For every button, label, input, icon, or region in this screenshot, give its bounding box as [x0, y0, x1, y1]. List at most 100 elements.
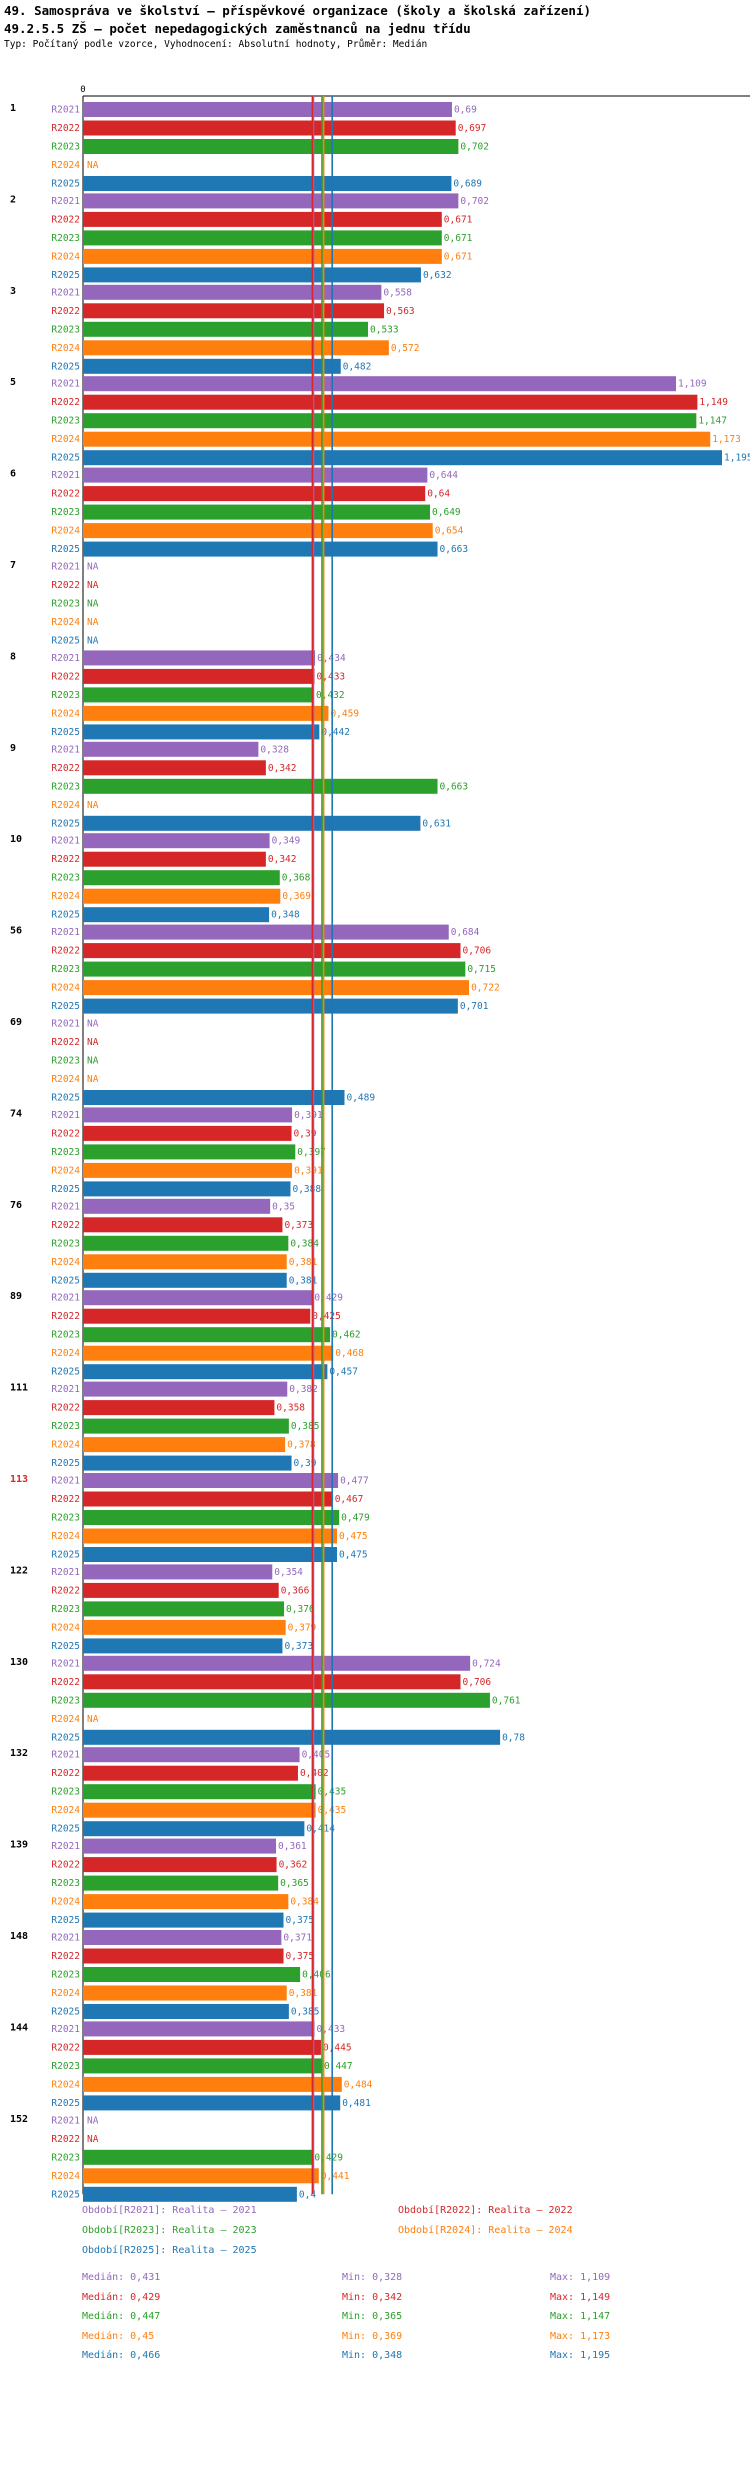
bar-56-R2025: [83, 998, 458, 1014]
bar-89-R2023: [83, 1327, 331, 1343]
bar-122-R2024: [83, 1619, 286, 1635]
bar-89-R2022: [83, 1308, 311, 1324]
bar-111-R2022: [83, 1400, 275, 1416]
bar-76-R2023: [83, 1235, 289, 1251]
value-label-152-R2024: 0,441: [321, 2171, 350, 2182]
category-label-8: 8: [10, 651, 16, 662]
bar-89-R2024: [83, 1345, 334, 1361]
bar-144-R2024: [83, 2076, 342, 2092]
series-label-139-R2025: R2025: [51, 1915, 80, 1926]
series-label-3-R2021: R2021: [51, 287, 80, 298]
series-label-69-R2023: R2023: [51, 1056, 80, 1067]
chart-title: 49. Samospráva ve školství – příspěvkové…: [4, 3, 591, 18]
bar-132-R2024: [83, 1802, 316, 1818]
bar-6-R2022: [83, 486, 426, 502]
bar-122-R2021: [83, 1564, 273, 1580]
value-label-122-R2022: 0,366: [281, 1585, 310, 1596]
series-label-148-R2025: R2025: [51, 2007, 80, 2018]
series-label-10-R2022: R2022: [51, 854, 80, 865]
series-label-56-R2024: R2024: [51, 983, 80, 994]
series-label-8-R2021: R2021: [51, 653, 80, 664]
bar-148-R2022: [83, 1948, 284, 1964]
legend-min-r2025: Min: 0,348: [342, 2350, 403, 2361]
value-label-56-R2025: 0,701: [460, 1001, 489, 1012]
bar-111-R2025: [83, 1455, 292, 1471]
category-label-144: 144: [10, 2022, 28, 2033]
value-label-3-R2021: 0,558: [383, 287, 412, 298]
series-label-148-R2021: R2021: [51, 1933, 80, 1944]
series-label-6-R2023: R2023: [51, 507, 80, 518]
series-label-2-R2024: R2024: [51, 251, 80, 262]
value-label-76-R2023: 0,384: [290, 1238, 319, 1249]
bar-113-R2024: [83, 1528, 337, 1544]
category-label-113: 113: [10, 1474, 28, 1485]
value-label-148-R2023: 0,406: [302, 1970, 331, 1981]
bar-2-R2024: [83, 248, 442, 264]
value-label-74-R2025: 0,388: [292, 1184, 321, 1195]
series-label-139-R2021: R2021: [51, 1841, 80, 1852]
series-label-5-R2022: R2022: [51, 397, 80, 408]
bar-10-R2023: [83, 870, 280, 886]
na-label-69-R2023: NA: [87, 1056, 99, 1067]
series-label-56-R2023: R2023: [51, 964, 80, 975]
value-label-113-R2023: 0,479: [341, 1513, 370, 1524]
series-label-9-R2022: R2022: [51, 763, 80, 774]
series-label-56-R2021: R2021: [51, 927, 80, 938]
bar-2-R2021: [83, 193, 459, 209]
series-label-89-R2024: R2024: [51, 1348, 80, 1359]
bar-56-R2022: [83, 943, 461, 959]
legend-median-r2022: Medián: 0,429: [82, 2291, 161, 2303]
value-label-139-R2023: 0,365: [280, 1878, 309, 1889]
legend-period-r2024: Období[R2024]: Realita – 2024: [398, 2225, 573, 2236]
value-label-2-R2025: 0,632: [423, 270, 452, 281]
bar-148-R2023: [83, 1967, 301, 1982]
value-label-10-R2025: 0,348: [271, 910, 300, 921]
bar-10-R2025: [83, 907, 270, 923]
series-label-7-R2021: R2021: [51, 562, 80, 573]
series-label-130-R2021: R2021: [51, 1658, 80, 1669]
series-label-1-R2024: R2024: [51, 160, 80, 171]
series-label-130-R2022: R2022: [51, 1677, 80, 1688]
value-label-144-R2025: 0,481: [342, 2098, 371, 2109]
value-label-89-R2021: 0,429: [314, 1293, 343, 1304]
value-label-144-R2024: 0,484: [344, 2079, 373, 2090]
bar-3-R2024: [83, 340, 389, 356]
bar-5-R2025: [83, 450, 722, 466]
bar-9-R2021: [83, 741, 259, 757]
value-label-111-R2021: 0,382: [289, 1384, 318, 1395]
series-label-5-R2023: R2023: [51, 416, 80, 427]
value-label-2-R2022: 0,671: [444, 214, 473, 225]
bar-152-R2023: [83, 2149, 313, 2165]
series-label-1-R2025: R2025: [51, 179, 80, 190]
series-label-7-R2024: R2024: [51, 617, 80, 628]
value-label-6-R2025: 0,663: [440, 544, 469, 555]
series-label-3-R2023: R2023: [51, 324, 80, 335]
series-label-76-R2025: R2025: [51, 1275, 80, 1286]
bar-122-R2025: [83, 1638, 283, 1654]
bar-56-R2024: [83, 980, 470, 996]
value-label-1-R2023: 0,702: [460, 142, 489, 153]
bar-89-R2021: [83, 1290, 313, 1306]
na-label-7-R2025: NA: [87, 636, 99, 647]
value-label-76-R2025: 0,381: [289, 1275, 318, 1286]
legend-min-r2021: Min: 0,328: [342, 2272, 403, 2283]
value-label-3-R2025: 0,482: [343, 361, 372, 372]
series-label-144-R2021: R2021: [51, 2024, 80, 2035]
bar-2-R2022: [83, 211, 442, 227]
category-label-56: 56: [10, 926, 22, 937]
legend-min-r2024: Min: 0,369: [342, 2330, 403, 2342]
value-label-6-R2022: 0,64: [427, 489, 450, 500]
series-label-130-R2025: R2025: [51, 1732, 80, 1743]
series-label-10-R2023: R2023: [51, 873, 80, 884]
series-label-132-R2024: R2024: [51, 1805, 80, 1816]
series-label-76-R2021: R2021: [51, 1201, 80, 1212]
category-label-69: 69: [10, 1017, 22, 1028]
series-label-89-R2025: R2025: [51, 1367, 80, 1378]
value-label-1-R2021: 0,69: [454, 105, 477, 116]
value-label-10-R2024: 0,369: [282, 891, 311, 902]
legend-period-r2021: Období[R2021]: Realita – 2021: [82, 2205, 257, 2216]
series-label-76-R2023: R2023: [51, 1238, 80, 1249]
value-label-130-R2021: 0,724: [472, 1658, 501, 1669]
value-label-122-R2025: 0,373: [284, 1641, 313, 1652]
